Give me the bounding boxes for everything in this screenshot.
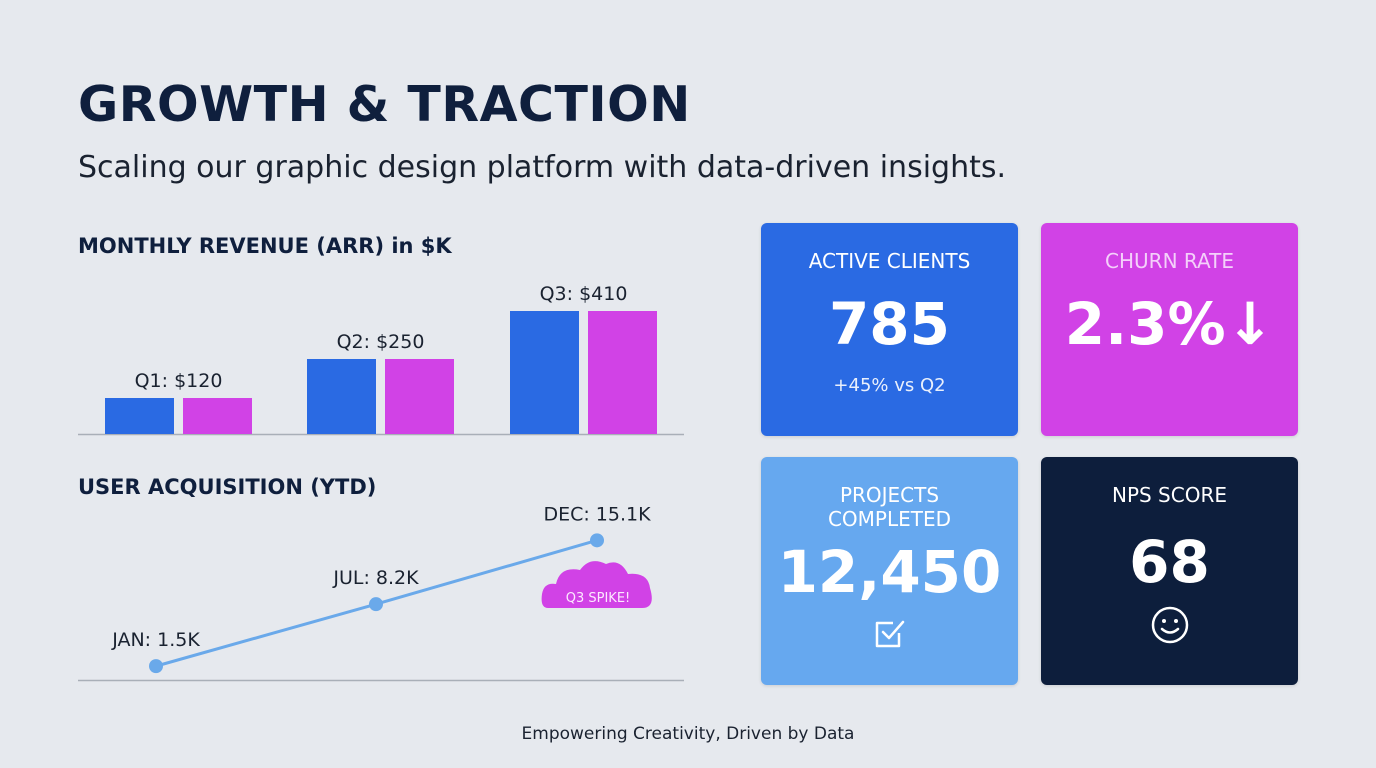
point-data-label: DEC: 15.1K bbox=[543, 503, 651, 525]
bar-q1-2 bbox=[183, 398, 252, 434]
point-jan bbox=[149, 659, 163, 674]
page-subtitle: Scaling our graphic design platform with… bbox=[78, 150, 1007, 185]
kpi-label: ACTIVE CLIENTS bbox=[808, 249, 971, 273]
kpi-label: PROJECTS COMPLETED bbox=[827, 483, 952, 531]
kpi-value: 785 bbox=[828, 290, 951, 358]
cloud-annotation-shape bbox=[541, 561, 652, 608]
bar-q1-1 bbox=[105, 398, 174, 434]
revenue-chart-title: MONTHLY REVENUE (ARR) in $K bbox=[78, 234, 452, 258]
bar-data-label: Q2: $250 bbox=[337, 331, 425, 353]
bar-data-label: Q1: $120 bbox=[135, 370, 223, 392]
page-title: GROWTH & TRACTION bbox=[78, 76, 691, 133]
kpi-value: 68 bbox=[1129, 528, 1210, 596]
kpi-value: 2.3%↓ bbox=[1064, 290, 1275, 358]
bar-q2-2 bbox=[385, 359, 454, 434]
annotation-label: Q3 SPIKE! bbox=[566, 591, 631, 606]
point-jul bbox=[369, 597, 383, 612]
kpi-card-projects-completed: PROJECTS COMPLETED 12,450 bbox=[761, 457, 1018, 685]
footer-tagline: Empowering Creativity, Driven by Data bbox=[521, 724, 855, 744]
point-data-label: JAN: 1.5K bbox=[111, 629, 200, 651]
bar-q3-2 bbox=[588, 311, 657, 434]
bar-q2-1 bbox=[307, 359, 376, 434]
kpi-card-nps-score: NPS SCORE 68 bbox=[1041, 457, 1298, 685]
point-data-label: JUL: 8.2K bbox=[332, 567, 419, 589]
acquisition-chart-title: USER ACQUISITION (YTD) bbox=[78, 475, 377, 499]
kpi-label: CHURN RATE bbox=[1105, 249, 1234, 273]
point-dec bbox=[590, 533, 604, 548]
kpi-change: +45% vs Q2 bbox=[833, 375, 946, 396]
kpi-card-active-clients: ACTIVE CLIENTS 785 +45% vs Q2 bbox=[761, 223, 1018, 436]
bar-data-label: Q3: $410 bbox=[540, 283, 628, 305]
kpi-card-churn-rate: CHURN RATE 2.3%↓ bbox=[1041, 223, 1298, 436]
smiley-icon bbox=[1151, 606, 1188, 644]
kpi-label: NPS SCORE bbox=[1111, 483, 1227, 507]
checkbox-icon bbox=[875, 620, 904, 648]
bar-q3-1 bbox=[510, 311, 579, 434]
kpi-value: 12,450 bbox=[777, 538, 1002, 606]
